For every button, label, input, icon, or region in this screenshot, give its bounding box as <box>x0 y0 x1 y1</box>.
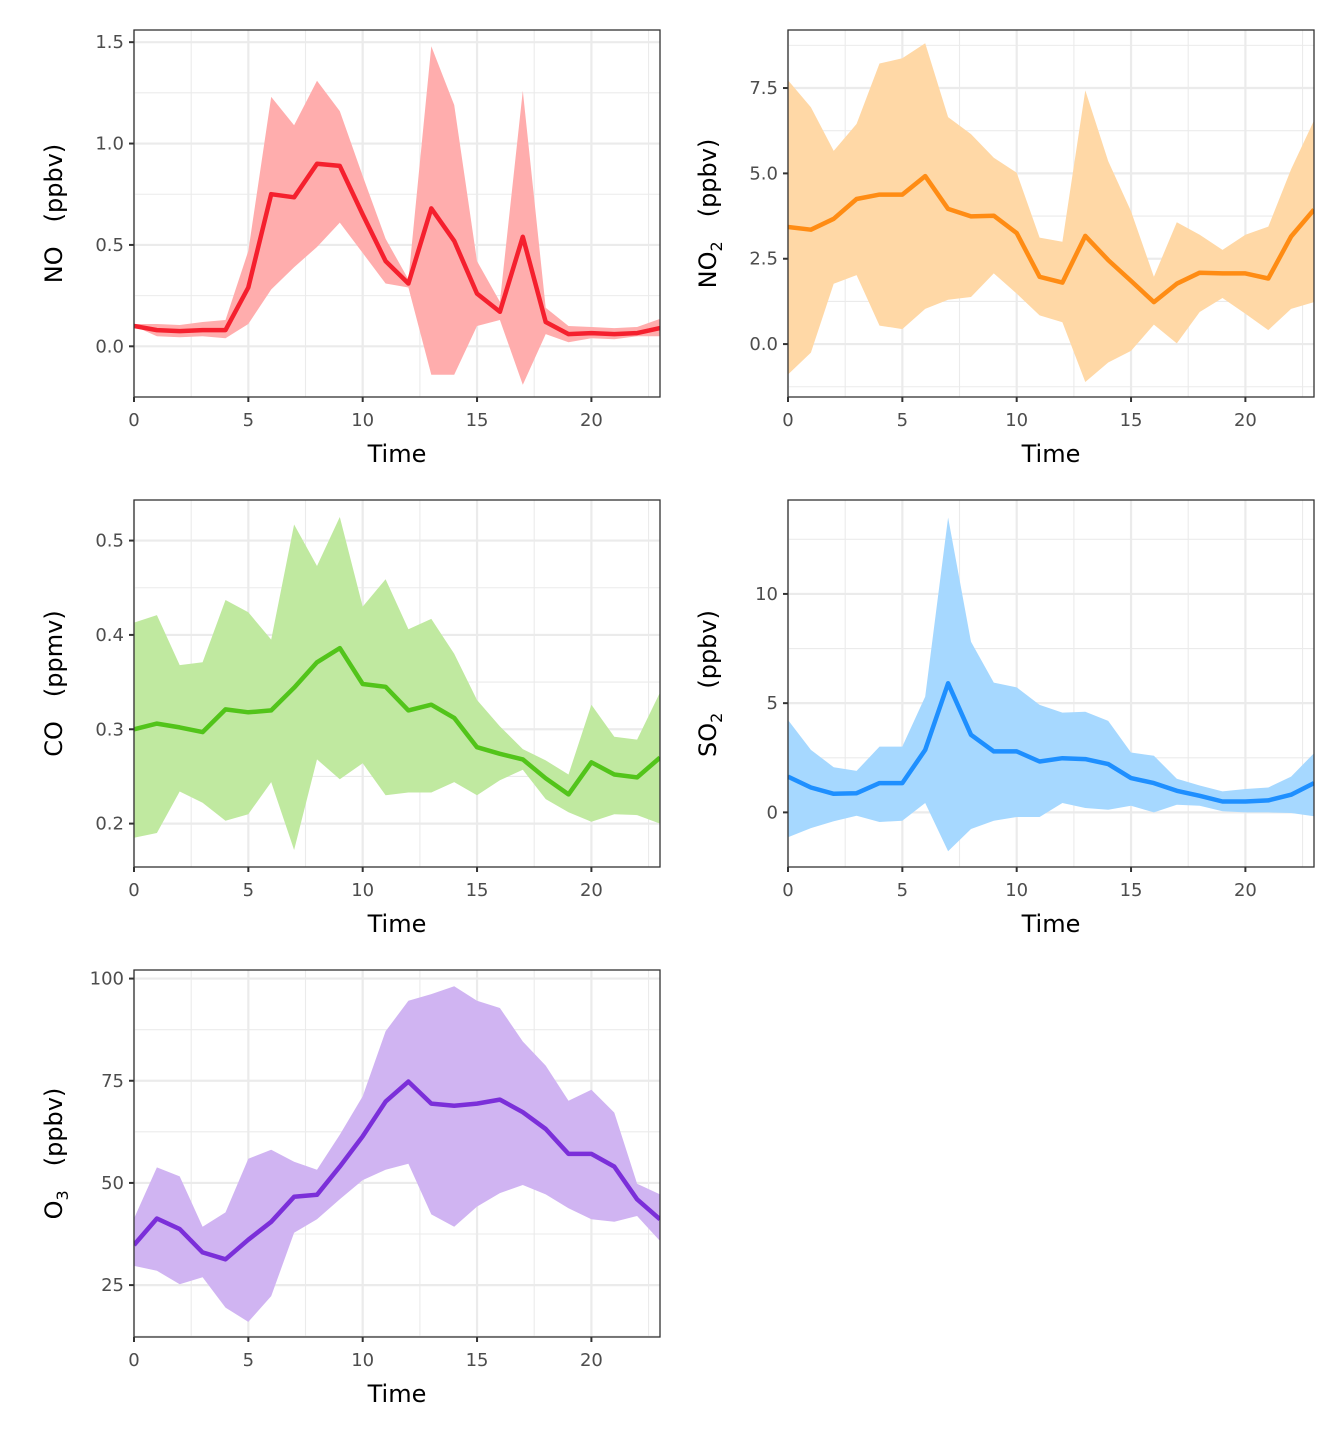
plot-area <box>788 43 1314 383</box>
plot-background <box>134 30 660 397</box>
plot-area <box>134 46 660 385</box>
y-axis-title-text: CO (ppmv) <box>40 610 68 756</box>
confidence-band <box>134 46 660 385</box>
y-tick-label: 0.2 <box>95 814 124 835</box>
y-axis-title: SO2 (ppbv) <box>694 610 726 757</box>
y-tick-label: 5 <box>767 693 778 714</box>
x-axis-title: Time <box>367 440 427 468</box>
x-tick-label: 5 <box>243 1350 254 1371</box>
y-tick-label: 100 <box>90 969 124 990</box>
y-axis-species: NO <box>40 246 68 283</box>
y-tick-label: 75 <box>101 1071 124 1092</box>
y-axis-species: O <box>40 1200 68 1219</box>
plot-area <box>788 517 1314 852</box>
x-tick-label: 0 <box>128 1350 139 1371</box>
y-tick-label: 7.5 <box>749 78 778 99</box>
plot-frame <box>787 29 1315 398</box>
y-axis-species: NO <box>694 251 722 288</box>
x-axis-title: Time <box>1021 910 1081 938</box>
x-tick-label: 0 <box>782 410 793 431</box>
x-tick-label: 10 <box>351 410 374 431</box>
panel-no2: 0.0 2.5 5.0 7.5 0 5 10 15 20 Time NO2 (ppbv) <box>694 29 1315 468</box>
x-tick-label: 20 <box>580 880 603 901</box>
y-axis-title: NO2 (ppbv) <box>694 139 726 289</box>
panel-no: 0.0 0.5 1.0 1.5 0 5 10 15 20 Time NO (ppbv) <box>40 29 661 468</box>
y-axis-title: CO (ppmv) <box>40 610 68 756</box>
y-axis-title-text: NO2 (ppbv) <box>694 139 726 289</box>
x-tick-label: 10 <box>1005 410 1028 431</box>
y-axis-species: CO <box>40 721 68 757</box>
y-axis-unit: (ppbv) <box>40 144 68 223</box>
mean-line <box>134 1079 660 1262</box>
y-axis-title-text: O3 (ppbv) <box>40 1088 72 1220</box>
y-tick-label: 50 <box>101 1173 124 1194</box>
x-axis-title: Time <box>367 1380 427 1408</box>
y-axis-subscript: 3 <box>53 1190 72 1200</box>
plot-area <box>134 517 660 850</box>
y-tick-label: 0.5 <box>95 235 124 256</box>
y-axis-unit: (ppbv) <box>694 610 722 689</box>
y-tick-label: 0.3 <box>95 719 124 740</box>
x-tick-label: 5 <box>243 410 254 431</box>
plot-frame <box>133 499 661 868</box>
y-tick-label: 1.0 <box>95 134 124 155</box>
panel-o3: 25 50 75 100 0 5 10 15 20 Time O3 (ppbv) <box>40 969 661 1408</box>
x-tick-label: 10 <box>351 1350 374 1371</box>
x-tick-label: 0 <box>782 880 793 901</box>
plot-frame <box>133 969 661 1338</box>
x-tick-label: 15 <box>1120 880 1143 901</box>
x-tick-label: 15 <box>466 1350 489 1371</box>
y-tick-label: 0.0 <box>95 336 124 357</box>
y-tick-label: 0 <box>767 802 778 823</box>
y-axis-species: SO <box>694 723 722 757</box>
y-axis-title: NO (ppbv) <box>40 144 68 283</box>
x-tick-label: 5 <box>243 880 254 901</box>
plot-area <box>134 986 660 1322</box>
y-axis-title: O3 (ppbv) <box>40 1088 72 1220</box>
panel-so2: 0 5 10 0 5 10 15 20 Time SO2 (ppbv) <box>694 499 1315 938</box>
plot-frame <box>133 29 661 398</box>
y-tick-label: 5.0 <box>749 163 778 184</box>
y-axis-unit: (ppbv) <box>694 139 722 218</box>
confidence-band <box>788 517 1314 852</box>
x-tick-label: 20 <box>1234 880 1257 901</box>
x-tick-label: 20 <box>580 410 603 431</box>
mean-line <box>134 645 660 797</box>
x-tick-label: 5 <box>897 410 908 431</box>
x-tick-label: 0 <box>128 410 139 431</box>
y-tick-label: 10 <box>755 584 778 605</box>
x-axis-title: Time <box>1021 440 1081 468</box>
x-axis-title: Time <box>367 910 427 938</box>
y-tick-label: 0.0 <box>749 334 778 355</box>
y-axis-title-text: SO2 (ppbv) <box>694 610 726 757</box>
y-axis-unit: (ppmv) <box>40 610 68 697</box>
x-tick-label: 15 <box>466 880 489 901</box>
x-tick-label: 20 <box>1234 410 1257 431</box>
y-axis-unit: (ppbv) <box>40 1088 68 1167</box>
x-tick-label: 15 <box>1120 410 1143 431</box>
y-axis-subscript: 2 <box>707 241 726 251</box>
mean-line <box>788 173 1314 305</box>
mean-line <box>134 161 660 337</box>
x-tick-label: 15 <box>466 410 489 431</box>
y-axis-title-text: NO (ppbv) <box>40 144 68 283</box>
y-tick-label: 0.5 <box>95 531 124 552</box>
x-tick-label: 5 <box>897 880 908 901</box>
confidence-band <box>134 986 660 1322</box>
y-axis-subscript: 2 <box>707 713 726 723</box>
y-tick-label: 0.4 <box>95 625 124 646</box>
x-tick-label: 0 <box>128 880 139 901</box>
x-tick-label: 10 <box>1005 880 1028 901</box>
panel-co: 0.2 0.3 0.4 0.5 0 5 10 15 20 Time CO (ppmv) <box>40 499 661 938</box>
mean-line <box>788 681 1314 804</box>
confidence-band <box>788 43 1314 383</box>
x-tick-label: 20 <box>580 1350 603 1371</box>
plot-frame <box>787 499 1315 868</box>
y-tick-label: 1.5 <box>95 32 124 53</box>
x-tick-label: 10 <box>351 880 374 901</box>
y-tick-label: 25 <box>101 1275 124 1296</box>
y-tick-label: 2.5 <box>749 249 778 270</box>
